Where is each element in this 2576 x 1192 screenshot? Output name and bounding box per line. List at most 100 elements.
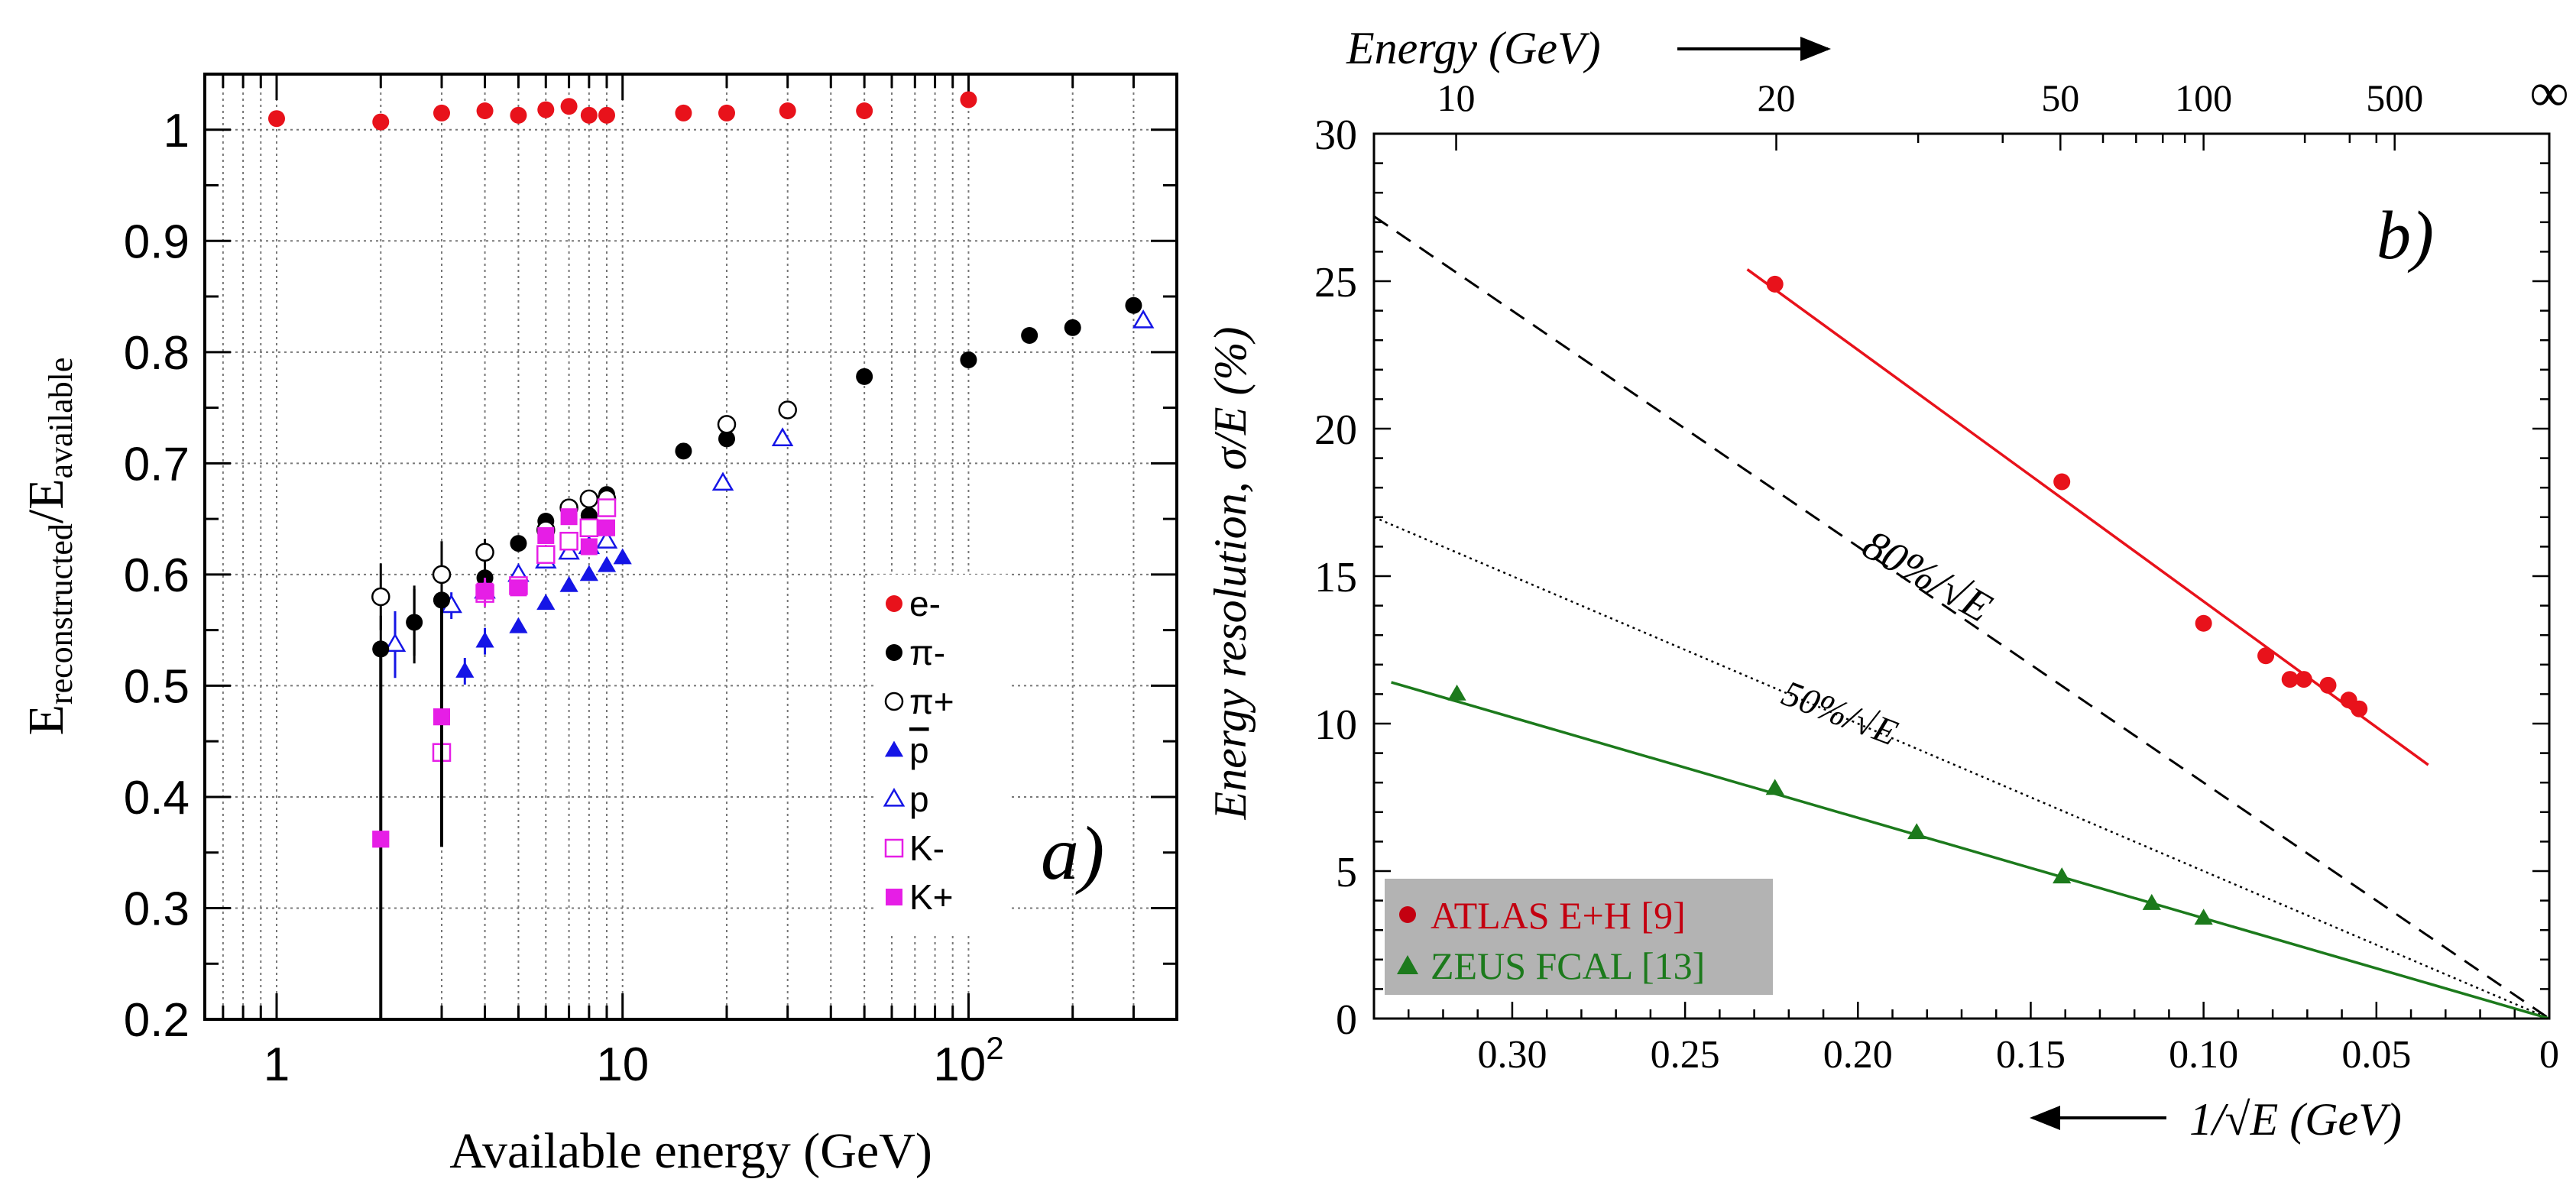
line-label-80: 80%/√E [1855,521,2000,632]
y-tick-label: 0.3 [124,883,190,935]
data-point-pi_minus [372,640,390,658]
data-point-pi_plus [371,587,390,607]
panel-b-legend: ATLAS E+H [9] ZEUS FCAL [13] [1385,879,1773,995]
panel-a-grid [205,74,1178,1020]
panel-a-y-axis-label: Ereconstructed/Eavailable [18,358,79,736]
panel-b-reference-lines [1373,215,2550,1020]
legend-marker-pbar [884,740,904,757]
y-tick-label: 30 [1314,112,1357,159]
data-point-zeus [2053,867,2072,884]
panel-b-top-axis-label: Energy (GeV) [1346,23,1601,73]
y-tick-label: 0.5 [124,660,190,713]
y-tick-label: 25 [1314,259,1357,306]
data-point-e_minus [372,113,390,131]
top-tick-label: 10 [1437,76,1476,119]
x-tick-label: 0.10 [2169,1033,2238,1077]
legend-label-k_minus: K- [909,828,945,868]
data-point-p [711,471,734,491]
data-point-atlas [2053,473,2071,491]
legend-label-p: p [909,779,929,819]
x-tick-label: 0.05 [2341,1033,2411,1077]
data-point-p [771,427,794,446]
panel-b-legend-box [1385,879,1773,995]
data-point-k_plus [560,508,578,526]
y-tick-label: 0.4 [124,772,190,824]
data-point-atlas [2351,700,2368,717]
panel-b-ticks [1372,132,2551,1020]
y-tick-label: 0 [1336,996,1357,1044]
y-tick-label: 5 [1336,849,1357,896]
data-point-e_minus [476,102,494,120]
y-tick-label: 0.6 [124,549,190,602]
top-tick-label: ∞ [2529,62,2568,123]
data-point-e_minus [537,101,555,118]
panel-a-legend: e-π-π+ pp K- K+ [875,575,1009,932]
data-point-pi_minus [1021,326,1039,344]
y-tick-label: 10 [1314,701,1357,749]
x-tick-label: 0.15 [1996,1033,2066,1077]
data-point-p [1132,309,1155,329]
data-point-e_minus [510,106,527,124]
legend-label-pi_plus: π+ [909,682,954,721]
data-point-e_minus [675,104,692,121]
data-point-pi_minus [718,430,735,448]
data-point-k_plus [537,526,555,544]
data-point-k_minus [536,545,556,564]
data-point-pi_minus [675,442,692,460]
data-point-k_plus [433,708,450,726]
data-point-e_minus [598,106,615,124]
panel-a-ticks [205,73,1178,1021]
top-tick-label: 20 [1758,76,1796,119]
data-point-pi_plus [778,400,797,419]
data-point-zeus [1765,779,1784,795]
legend-label-pbar: p [909,730,929,770]
fit-line-atlas [1746,268,2429,766]
data-point-pi_minus [960,351,977,369]
data-point-pbar [475,631,494,648]
data-point-pbar [536,594,556,611]
x-tick-label: 0.20 [1823,1033,1893,1077]
y-tick-label: 1 [164,105,190,157]
legend-label-atlas: ATLAS E+H [9] [1431,894,1686,937]
panel-b-y-tick-labels: 0 5 10 15 20 25 30 [1314,112,1357,1044]
reference-line-50 [1373,516,2550,1020]
top-tick-label: 100 [2175,76,2232,119]
data-point-pi_plus [579,489,599,509]
data-point-atlas [2319,676,2337,694]
panel-a-y-tick-labels: 0.2 0.3 0.4 0.5 0.6 0.7 0.8 0.9 1 [124,105,190,1047]
data-point-k_plus [598,519,615,536]
data-point-zeus [1907,823,1926,840]
panel-a-x-tick-labels: 1 10 102 [264,1030,1004,1091]
legend-marker-pi_minus [886,644,902,661]
data-point-e_minus [560,98,578,115]
panel-a-chart: 0.2 0.3 0.4 0.5 0.6 0.7 0.8 0.9 1 1 10 102 Availab… [18,73,1178,1179]
data-point-zeus [1447,684,1466,701]
x-tick-label: 0.30 [1477,1033,1547,1077]
data-point-atlas [1766,275,1784,293]
data-point-pi_minus [1064,319,1081,336]
y-tick-label: 0.9 [124,215,190,268]
data-point-e_minus [718,104,735,121]
x-tick-label: 0.25 [1651,1033,1720,1077]
reference-line-80 [1373,215,2550,1020]
data-point-pbar [455,661,475,678]
panel-b-y-axis-label: Energy resolution, σ/E (%) [1205,327,1256,821]
data-point-k_plus [580,538,598,556]
data-point-e_minus [960,91,977,109]
panel-b-x-tick-labels: 0.30 0.25 0.20 0.15 0.10 0.05 0 [1477,1033,2559,1077]
line-label-50: 50%/√E [1777,673,1904,754]
panel-a-data-points [267,91,1155,1019]
data-point-pbar [613,548,632,565]
data-point-k_plus [372,831,390,848]
legend-marker-p [883,787,906,807]
panel-a-x-axis-label: Available energy (GeV) [449,1123,932,1179]
data-point-atlas [2281,671,2299,688]
panel-b-top-tick-labels: 10 20 50 100 500 ∞ [1437,62,2569,123]
data-point-k_minus [559,531,578,551]
data-point-pi_minus [433,591,450,609]
data-point-pbar [559,575,578,592]
data-point-pi_plus [475,543,494,562]
legend-marker-zeus [1397,955,1418,974]
data-point-k_minus [597,498,617,517]
